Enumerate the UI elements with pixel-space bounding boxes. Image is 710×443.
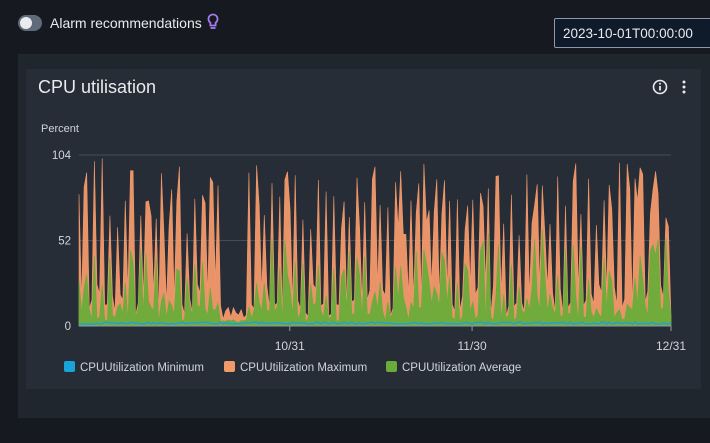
- toggle-knob: [20, 17, 32, 29]
- alarm-recommendations-toggle[interactable]: [18, 15, 42, 31]
- legend-item-avg[interactable]: CPUUtilization Average: [386, 361, 521, 374]
- legend-item-max[interactable]: CPUUtilization Maximum: [224, 361, 367, 374]
- y-tick-label: 104: [52, 150, 72, 162]
- cpu-widget: CPU utilisation Percent 0 52 104 10/31 11/30…: [26, 69, 701, 389]
- cpu-chart: Percent 0 52 104 10/31 11/30 12/31: [41, 123, 686, 353]
- y-axis-label: Percent: [41, 123, 79, 135]
- x-tick-label: 11/30: [458, 339, 487, 353]
- y-tick-label: 52: [58, 236, 71, 248]
- more-options-icon[interactable]: [678, 79, 690, 95]
- legend-swatch: [64, 361, 75, 372]
- x-tick-label: 12/31: [656, 339, 686, 353]
- widget-title: CPU utilisation: [38, 77, 157, 97]
- y-tick-label: 0: [65, 321, 71, 333]
- series-maximum[interactable]: [78, 158, 672, 327]
- legend-swatch: [386, 361, 397, 372]
- alarm-recommendations-label: Alarm recommendations: [50, 15, 202, 31]
- legend-label: CPUUtilization Minimum: [80, 362, 204, 374]
- lightbulb-icon: [207, 13, 219, 29]
- info-icon[interactable]: [652, 79, 668, 95]
- series-average[interactable]: [78, 229, 672, 327]
- legend-item-min[interactable]: CPUUtilization Minimum: [64, 361, 204, 374]
- series-minimum[interactable]: [78, 321, 672, 326]
- x-tick-label: 10/31: [275, 339, 305, 353]
- start-date-input[interactable]: [554, 18, 710, 48]
- legend-label: CPUUtilization Maximum: [240, 362, 368, 374]
- legend-label: CPUUtilization Average: [402, 362, 522, 374]
- legend-swatch: [224, 361, 235, 372]
